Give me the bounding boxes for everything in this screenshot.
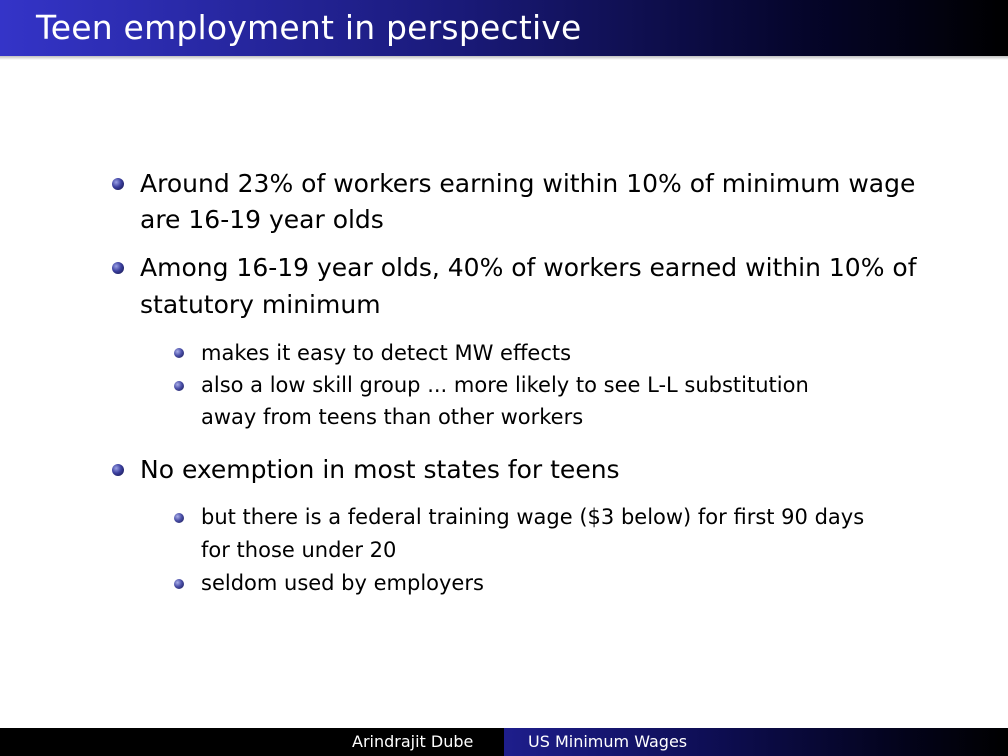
sub-bullet-2-1-line-1: makes it easy to detect MW effects: [201, 341, 572, 365]
slide-footer: Arindrajit Dube US Minimum Wages: [0, 728, 1008, 756]
slide-title-bar: Teen employment in perspective: [0, 0, 1008, 60]
footer-short-title: US Minimum Wages: [528, 732, 688, 751]
sub-bullet-3-1-line-1: but there is a federal training wage ($3…: [201, 505, 865, 529]
sub-bullet-3-1-line-2: for those under 20: [201, 538, 397, 562]
bullet-icon: [112, 464, 124, 476]
bullet-1-line-1: Around 23% of workers earning within 10%…: [140, 169, 916, 198]
sub-bullet-icon: [174, 348, 184, 358]
bullet-2-line-2: statutory minimum: [140, 290, 381, 319]
footer-title-block: US Minimum Wages: [504, 728, 1008, 756]
sub-bullet-icon: [174, 381, 184, 391]
bullet-icon: [112, 178, 124, 190]
sub-bullet-icon: [174, 513, 184, 523]
sub-bullet-icon: [174, 579, 184, 589]
sub-bullet-3-2-line-1: seldom used by employers: [201, 571, 484, 595]
sub-bullet-2-2-line-2: away from teens than other workers: [201, 405, 584, 429]
bullet-3-line-1: No exemption in most states for teens: [140, 455, 620, 484]
bullet-icon: [112, 262, 124, 274]
slide-title: Teen employment in perspective: [36, 8, 582, 47]
bullet-1-line-2: are 16-19 year olds: [140, 205, 384, 234]
bullet-2-line-1: Among 16-19 year olds, 40% of workers ea…: [140, 253, 917, 282]
footer-author: Arindrajit Dube: [352, 732, 474, 751]
sub-bullet-2-2-line-1: also a low skill group ... more likely t…: [201, 373, 809, 397]
